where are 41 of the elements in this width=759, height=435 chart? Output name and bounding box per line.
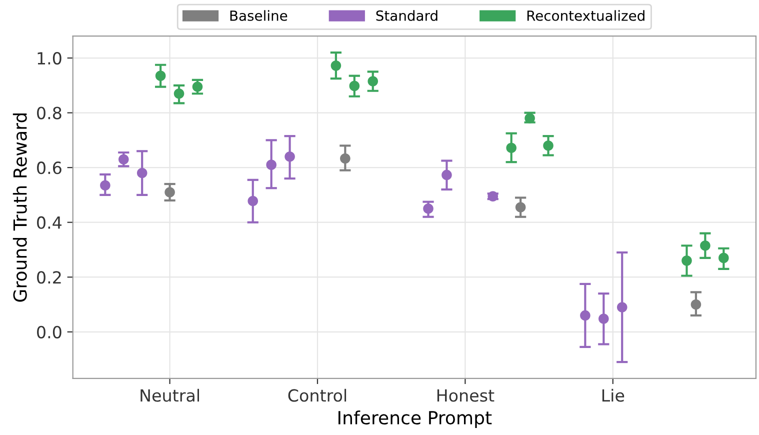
point — [248, 196, 258, 206]
point — [349, 80, 360, 92]
point — [368, 76, 378, 86]
y-tick-label: 0.6 — [37, 162, 62, 174]
y-tick-label: 0.4 — [37, 216, 62, 229]
x-tick-label: Honest — [437, 389, 494, 402]
y-axis-title: Ground Truth Reward — [12, 113, 27, 302]
y-tick-label: 0.2 — [37, 271, 61, 284]
point — [700, 240, 710, 251]
point — [506, 142, 516, 153]
x-tick-label: Control — [288, 388, 346, 402]
point — [118, 154, 129, 164]
point — [598, 314, 609, 324]
x-tick-label: Neutral — [140, 388, 199, 402]
point — [155, 70, 166, 81]
point — [718, 252, 729, 264]
point — [340, 153, 350, 164]
point — [164, 187, 175, 198]
point — [616, 302, 628, 312]
x-axis-title: Inference Prompt — [338, 410, 492, 428]
point — [682, 256, 692, 266]
point — [423, 203, 434, 214]
legend-label: Recontextualized — [527, 10, 644, 21]
point — [690, 299, 702, 310]
point — [580, 310, 590, 321]
point — [543, 140, 554, 151]
point — [284, 151, 295, 162]
point — [174, 88, 184, 99]
y-tick-label: 1.0 — [38, 52, 62, 65]
legend-label: Baseline — [230, 10, 288, 21]
legend-label: Standard — [376, 10, 438, 21]
y-tick-label: 0.8 — [37, 106, 62, 120]
point — [100, 180, 110, 191]
point — [330, 60, 342, 71]
point — [442, 170, 452, 180]
point — [266, 160, 276, 170]
x-tick-label: Lie — [602, 388, 624, 402]
point — [515, 202, 526, 212]
point — [192, 82, 203, 92]
point — [136, 168, 148, 178]
y-tick-label: 0.0 — [37, 326, 62, 338]
